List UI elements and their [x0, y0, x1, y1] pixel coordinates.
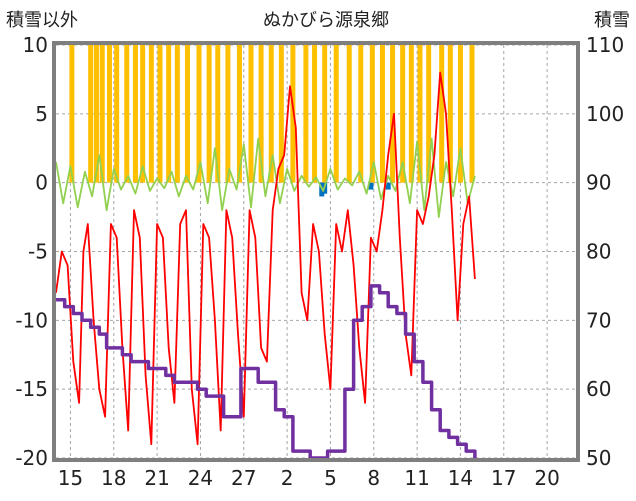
bar-mark: [157, 45, 163, 183]
left-ytick-label: -15: [15, 377, 48, 401]
bar-mark: [184, 45, 190, 183]
bar-mark: [225, 45, 231, 183]
left-ytick-label: 0: [35, 171, 48, 195]
bar-mark: [358, 45, 364, 183]
bar-mark: [278, 45, 284, 183]
bar-mark: [379, 45, 385, 183]
bar-mark: [248, 45, 254, 183]
bar-mark: [99, 45, 105, 183]
xtick-label: 18: [101, 466, 126, 490]
bar-mark: [114, 45, 120, 183]
right-axis-label: 積雪: [594, 10, 630, 31]
right-ytick-label: 60: [586, 377, 611, 401]
xtick-label: 15: [58, 466, 83, 490]
bar-mark: [196, 45, 202, 183]
bar-mark: [312, 45, 318, 183]
right-ytick-label: 100: [586, 102, 624, 126]
xtick-label: 20: [534, 466, 559, 490]
left-ytick-label: 10: [23, 33, 48, 57]
bar-mark: [457, 45, 463, 183]
plot-frame: [52, 41, 580, 462]
right-ytick-label: 110: [586, 33, 624, 57]
chart-title: ぬかびら源泉郷: [263, 10, 389, 31]
xtick-label: 8: [367, 466, 380, 490]
bar-mark: [258, 45, 264, 183]
bar-mark: [166, 45, 172, 183]
bar-mark: [148, 45, 154, 183]
right-ytick-label: 80: [586, 240, 611, 264]
bar-mark: [124, 45, 130, 183]
bar-mark: [290, 45, 296, 183]
series-line-2: [55, 137, 476, 218]
bar-mark: [69, 45, 75, 183]
bar-mark: [322, 45, 328, 183]
left-axis-label: 積雪以外: [6, 10, 78, 31]
bar-mark: [369, 45, 375, 183]
right-ytick-label: 50: [586, 446, 611, 470]
left-ytick-label: -20: [15, 446, 48, 470]
bar-mark: [385, 182, 391, 190]
bar-mark: [417, 45, 423, 183]
bar-mark: [303, 45, 309, 183]
bar-mark: [132, 45, 138, 183]
bar-mark: [106, 45, 112, 183]
bar-mark: [174, 45, 180, 183]
bar-mark: [268, 45, 274, 183]
bar-mark: [447, 45, 453, 183]
bar-mark: [140, 45, 146, 183]
bar-mark: [426, 45, 432, 183]
left-ytick-label: 5: [35, 102, 48, 126]
xtick-label: 2: [281, 466, 294, 490]
xtick-label: 14: [448, 466, 473, 490]
bar-mark: [236, 45, 242, 183]
xtick-label: 27: [231, 466, 256, 490]
right-ytick-label: 90: [586, 171, 611, 195]
xtick-label: 21: [144, 466, 169, 490]
xtick-label: 5: [324, 466, 337, 490]
bar-mark: [333, 45, 339, 183]
bar-mark: [400, 45, 406, 183]
series-line-4: [56, 284, 477, 460]
bar-mark: [408, 45, 414, 183]
bar-mark: [390, 45, 396, 183]
bar-mark: [206, 45, 212, 183]
bar-mark: [346, 45, 352, 183]
xtick-label: 17: [491, 466, 516, 490]
bar-mark: [439, 45, 445, 183]
series-group: [55, 45, 477, 460]
bar-mark: [215, 45, 221, 183]
bar-mark: [88, 45, 94, 183]
bar-mark: [93, 45, 99, 183]
bar-mark: [368, 182, 374, 190]
xtick-label: 11: [404, 466, 429, 490]
bar-mark: [469, 45, 475, 183]
left-ytick-label: -10: [15, 308, 48, 332]
left-ytick-label: -5: [28, 240, 48, 264]
xtick-label: 24: [188, 466, 213, 490]
right-ytick-label: 70: [586, 308, 611, 332]
